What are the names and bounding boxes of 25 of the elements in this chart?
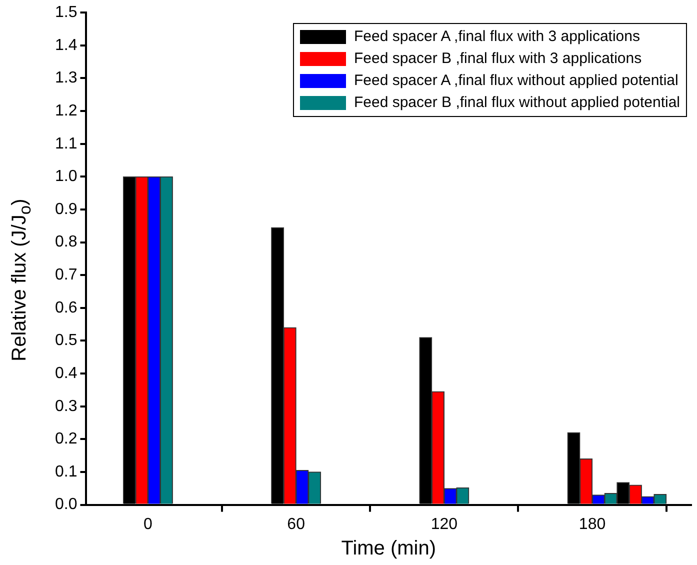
y-tick-label: 0.4 <box>54 364 78 382</box>
legend-label: Feed spacer A ,final flux without applied potential <box>354 72 678 90</box>
x-tick-label: 60 <box>287 516 306 533</box>
legend-label: Feed spacer B ,final flux with 3 applications <box>354 50 642 68</box>
y-tick-label: 0.5 <box>54 332 78 350</box>
y-tick-label: 0.8 <box>54 234 78 251</box>
y-tick-label: 0.2 <box>54 430 78 448</box>
y-tick-label: 1.4 <box>54 36 78 54</box>
y-tick-label: 0.9 <box>54 200 78 218</box>
y-tick-label: 0.7 <box>54 266 78 284</box>
y-tick-label: 1.2 <box>54 102 78 120</box>
x-tick-label: 0 <box>144 516 152 533</box>
x-axis-title: Time (min) <box>341 538 436 560</box>
y-tick-label: 0.1 <box>54 463 78 480</box>
legend-label: Feed spacer B ,final flux without applied potential <box>354 94 680 112</box>
y-tick-label: 0.6 <box>54 299 78 316</box>
y-tick-label: 0.3 <box>54 398 78 415</box>
x-tick-label: 120 <box>430 516 458 533</box>
x-tick-label: 180 <box>578 516 606 533</box>
y-tick-label: 1.3 <box>54 70 78 87</box>
y-tick-label: 1.0 <box>54 168 78 186</box>
legend-label: Feed spacer A ,final flux with 3 applications <box>354 28 640 46</box>
y-tick-label: 1.5 <box>54 4 78 22</box>
y-tick-label: 0.0 <box>54 496 78 514</box>
y-tick-label: 1.1 <box>54 135 78 152</box>
